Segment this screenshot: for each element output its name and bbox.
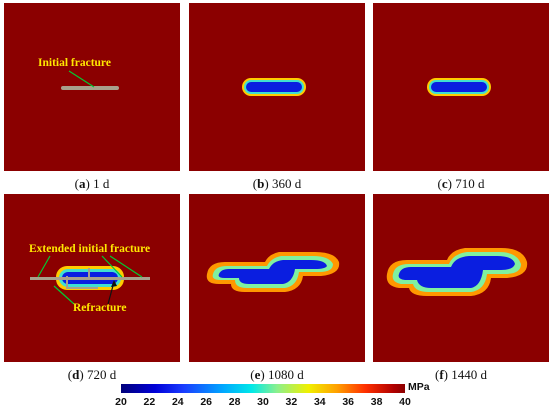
panel-f-caption: (f) 1440 d [434, 367, 488, 382]
panel-c-stress-map [373, 3, 549, 171]
panel-a-caption: (a) 1 d [74, 176, 110, 191]
panel-e-stress-zone-core [218, 260, 327, 284]
panel-a-plot [61, 70, 119, 90]
colorbar-tick-label: 20 [115, 396, 127, 408]
colorbar-tick-label: 28 [228, 396, 241, 408]
panel-b-caption: (b) 360 d [252, 176, 302, 191]
panel-f-letter: f [439, 367, 444, 382]
panel-f-label: 1440 d [448, 367, 488, 382]
panel-c-fracture-core [431, 82, 487, 92]
panel-e-stress-map [189, 194, 365, 362]
panel-d-letter: d [72, 367, 80, 382]
initial-fracture-annotation: Initial fracture [38, 57, 111, 69]
panel-d-plot [30, 255, 150, 305]
extended-initial-fracture-annotation: Extended initial fracture [29, 243, 151, 255]
panel-e-caption: (e) 1080 d [250, 367, 304, 382]
refracture-arrowhead [111, 280, 117, 287]
colorbar-tick-label: 34 [313, 396, 326, 408]
panel-a-stress-map: Initial fracture [4, 3, 180, 171]
panel-c-plot [427, 78, 491, 96]
panel-f-stress-map [373, 194, 549, 362]
colorbar-tick-label: 30 [257, 396, 269, 408]
refracture-pointer-left [53, 285, 75, 305]
panel-c-label: 710 d [451, 176, 485, 191]
panel-d-caption: (d) 720 d [67, 367, 117, 382]
panel-f-stress-zone-core [398, 256, 515, 288]
stress-colorbar [121, 384, 405, 393]
colorbar-unit: MPa [408, 381, 430, 393]
colorbar-tick-label: 24 [171, 396, 184, 408]
colorbar-tick-label: 26 [200, 396, 213, 408]
extended-fracture-pointer-right [109, 255, 143, 278]
panel-e-label: 1080 d [264, 367, 304, 382]
panel-c-letter: c [441, 176, 448, 191]
refracture-segment [88, 268, 90, 280]
colorbar-tick-label: 36 [342, 396, 355, 408]
panel-b-plot [242, 78, 306, 96]
colorbar-tick-label: 38 [370, 396, 383, 408]
colorbar-tick-label: 32 [285, 396, 298, 408]
colorbar-tick-label: 22 [143, 396, 156, 408]
extended-fracture-pointer-mid [101, 255, 123, 278]
panel-b-letter: b [257, 176, 265, 191]
colorbar-tick-labels: 20 22 24 26 28 30 32 34 36 38 40 [114, 396, 414, 410]
panel-b-stress-map [189, 3, 365, 171]
panel-d-label: 720 d [83, 367, 117, 382]
panel-c-caption: (c) 710 d [437, 176, 485, 191]
panel-e-letter: e [254, 367, 261, 382]
refracture-line [66, 276, 68, 288]
colorbar-tick-label: 40 [399, 396, 411, 408]
panel-a-label: 1 d [89, 176, 110, 191]
panel-b-label: 360 d [268, 176, 302, 191]
extended-fracture-pointer-left [37, 255, 51, 278]
refracture-annotation: Refracture [73, 302, 127, 314]
panel-a-letter: a [79, 176, 86, 191]
refracture-line-lower [66, 287, 98, 289]
panel-e-plot [206, 252, 340, 292]
panel-b-fracture-core [246, 82, 302, 92]
initial-fracture-pointer [68, 70, 95, 88]
panel-d-stress-map: Extended initial fracture Refracture [4, 194, 180, 362]
panel-f-plot [386, 248, 528, 296]
initial-fracture-line [61, 86, 119, 90]
